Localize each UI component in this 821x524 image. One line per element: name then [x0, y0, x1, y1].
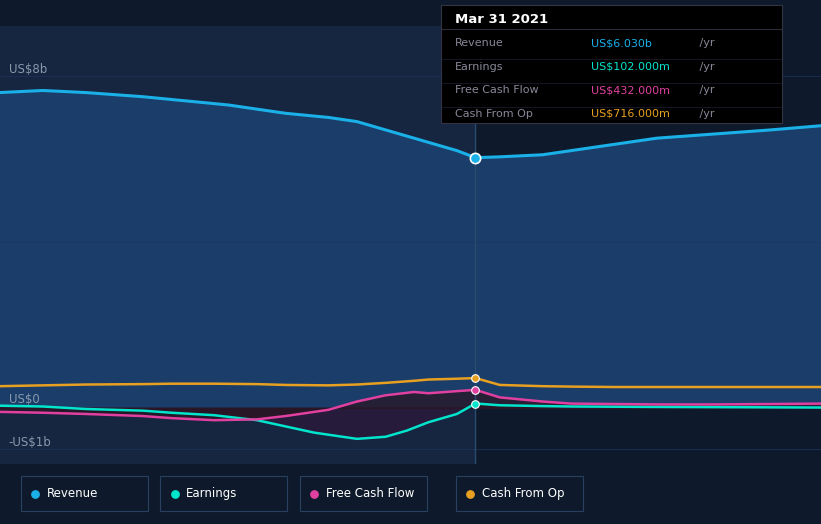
Text: Free Cash Flow: Free Cash Flow	[455, 85, 538, 95]
Point	[469, 374, 482, 382]
Text: Revenue: Revenue	[47, 487, 99, 500]
Text: Earnings: Earnings	[186, 487, 238, 500]
Text: /yr: /yr	[696, 38, 715, 48]
Point	[464, 489, 477, 498]
Text: Earnings: Earnings	[455, 62, 503, 72]
Text: /yr: /yr	[696, 109, 715, 119]
Text: /yr: /yr	[696, 85, 715, 95]
Point	[469, 399, 482, 408]
Text: US$716.000m: US$716.000m	[591, 109, 670, 119]
Text: Revenue: Revenue	[455, 38, 503, 48]
Point	[469, 154, 482, 162]
Text: Past: Past	[443, 84, 468, 97]
Bar	[0, 26, 475, 464]
Text: Free Cash Flow: Free Cash Flow	[326, 487, 415, 500]
Point	[308, 489, 321, 498]
Text: US$0: US$0	[8, 392, 39, 406]
Point	[29, 489, 42, 498]
Text: US$102.000m: US$102.000m	[591, 62, 670, 72]
Text: /yr: /yr	[696, 62, 715, 72]
Text: US$6.030b: US$6.030b	[591, 38, 652, 48]
Text: US$432.000m: US$432.000m	[591, 85, 670, 95]
Point	[168, 489, 181, 498]
Point	[469, 386, 482, 394]
Text: -US$1b: -US$1b	[8, 436, 52, 449]
Text: Cash From Op: Cash From Op	[482, 487, 564, 500]
Text: Cash From Op: Cash From Op	[455, 109, 532, 119]
Text: Mar 31 2021: Mar 31 2021	[455, 14, 548, 27]
Text: US$8b: US$8b	[8, 63, 47, 76]
Text: Analysts Forecasts: Analysts Forecasts	[490, 84, 606, 97]
